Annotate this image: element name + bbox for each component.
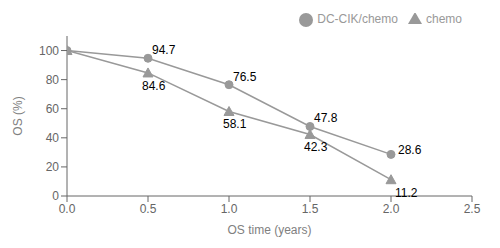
svg-text:1.0: 1.0 bbox=[221, 202, 238, 216]
svg-text:58.1: 58.1 bbox=[223, 117, 247, 131]
svg-text:60: 60 bbox=[46, 102, 60, 116]
svg-text:80: 80 bbox=[46, 73, 60, 87]
svg-text:42.3: 42.3 bbox=[304, 140, 328, 154]
svg-text:100: 100 bbox=[39, 44, 59, 58]
svg-text:40: 40 bbox=[46, 131, 60, 145]
svg-text:2.5: 2.5 bbox=[464, 202, 481, 216]
svg-text:1.5: 1.5 bbox=[302, 202, 319, 216]
svg-text:0.5: 0.5 bbox=[140, 202, 157, 216]
svg-text:OS time (years): OS time (years) bbox=[227, 223, 311, 237]
svg-text:0: 0 bbox=[52, 189, 59, 203]
svg-text:84.6: 84.6 bbox=[142, 79, 166, 93]
svg-text:0.0: 0.0 bbox=[59, 202, 76, 216]
svg-text:28.6: 28.6 bbox=[398, 143, 422, 157]
svg-text:20: 20 bbox=[46, 160, 60, 174]
svg-text:2.0: 2.0 bbox=[383, 202, 400, 216]
html-text:chemo: chemo bbox=[426, 12, 462, 26]
svg-text:94.7: 94.7 bbox=[152, 43, 176, 57]
svg-text:47.8: 47.8 bbox=[314, 111, 338, 125]
svg-text:11.2: 11.2 bbox=[395, 186, 418, 200]
svg-text:OS (%): OS (%) bbox=[11, 96, 25, 135]
svg-text:76.5: 76.5 bbox=[233, 70, 257, 84]
html-text:DC-CIK/chemo: DC-CIK/chemo bbox=[317, 12, 398, 26]
